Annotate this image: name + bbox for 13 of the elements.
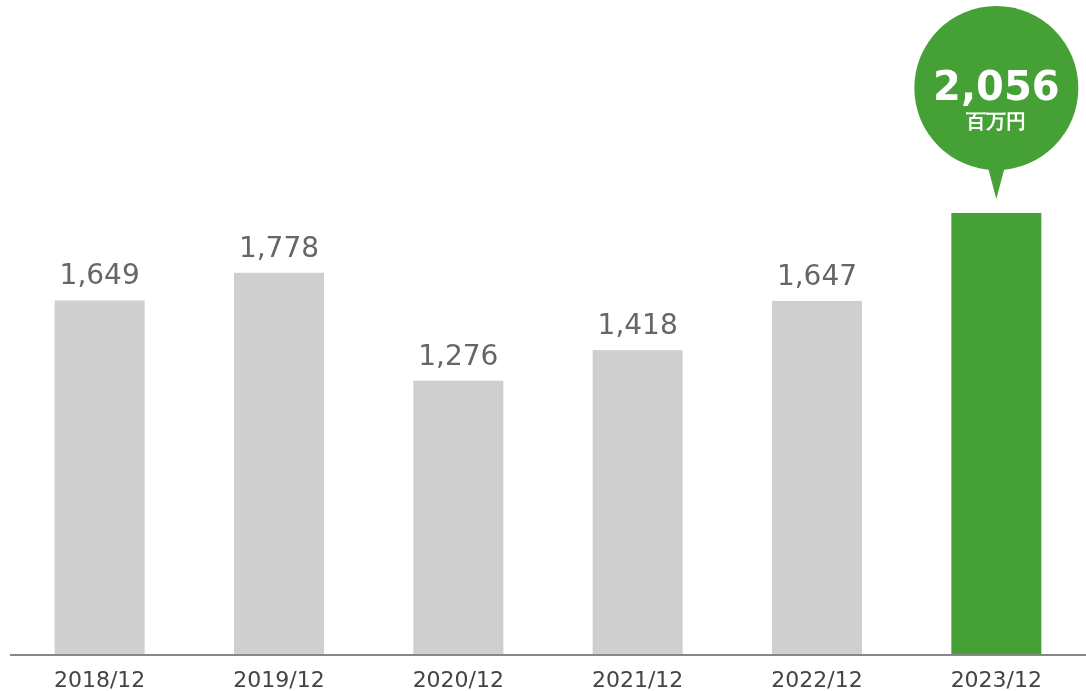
x-tick-label: 2021/12 — [591, 667, 684, 691]
data-label: 2,056 — [933, 63, 1060, 109]
data-label: 1,418 — [597, 308, 678, 342]
data-label: 1,778 — [238, 230, 320, 264]
data-label: 1,647 — [776, 258, 858, 292]
data-label: 1,276 — [418, 338, 499, 372]
x-tick-label: 2023/12 — [950, 667, 1043, 691]
x-tick-label: 2019/12 — [233, 667, 325, 691]
text: 百万円 — [965, 109, 1027, 133]
data-label: 1,649 — [59, 258, 140, 292]
x-tick-label: 2022/12 — [771, 667, 863, 691]
x-tick-label: 2018/12 — [53, 667, 146, 691]
x-tick-label: 2020/12 — [412, 667, 505, 691]
